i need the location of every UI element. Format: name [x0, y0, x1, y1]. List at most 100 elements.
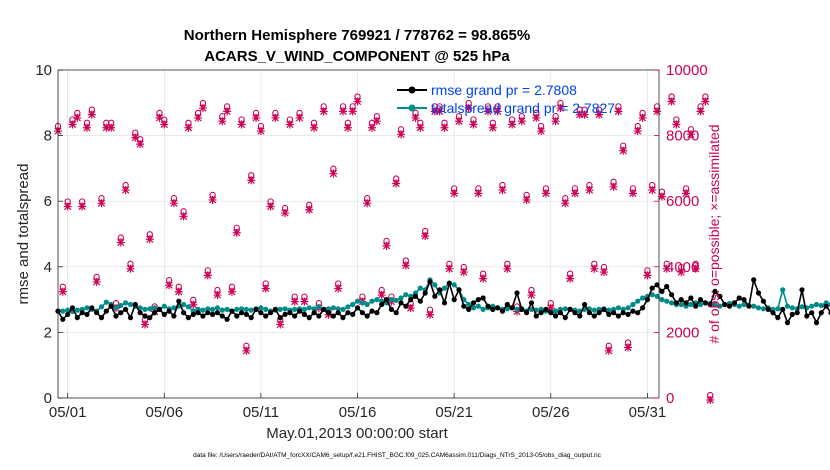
series-point-rmse [176, 298, 182, 304]
obs-assimilated-marker [454, 117, 463, 126]
series-point-totalspread [784, 303, 791, 309]
series-point-rmse [142, 313, 148, 319]
series-point-rmse [490, 306, 496, 312]
series-point-rmse [557, 310, 564, 316]
series-point-rmse [451, 297, 457, 303]
plot-area [58, 70, 659, 398]
obs-assimilated-marker [464, 104, 473, 113]
series-point-rmse [374, 310, 380, 316]
obs-assimilated-marker [416, 123, 425, 132]
series-point-totalspread [359, 300, 365, 306]
series-point-totalspread [350, 301, 356, 308]
series-point-rmse [253, 306, 259, 312]
series-point-totalspread [466, 301, 472, 308]
series-point-rmse [499, 308, 506, 314]
series-point-rmse [214, 310, 220, 316]
series-point-rmse [818, 310, 824, 316]
obs-assimilated-marker [483, 107, 492, 116]
obs-assimilated-marker [247, 176, 256, 185]
series-point-rmse [475, 297, 481, 303]
series-point-rmse [388, 306, 394, 312]
series-point-totalspread [678, 301, 684, 308]
series-point-rmse [664, 283, 670, 290]
obs-assimilated-marker [368, 123, 377, 132]
y-right-tick-label: 6000 [666, 193, 699, 210]
x-tick-label: 05/06 [146, 404, 184, 421]
series-point-totalspread [818, 302, 824, 309]
series-point-totalspread [717, 303, 723, 309]
series-point-totalspread [635, 298, 641, 304]
series-point-rmse [707, 301, 713, 308]
series-point-totalspread [282, 306, 288, 312]
x-axis-label: May.01,2013 00:00:00 start [266, 425, 448, 442]
series-point-rmse [615, 313, 622, 319]
obs-assimilated-marker [271, 113, 280, 122]
obs-assimilated-marker [633, 127, 642, 136]
obs-assimilated-marker [672, 120, 681, 129]
series-point-rmse [654, 282, 660, 288]
series-point-rmse [103, 308, 109, 314]
series-point-totalspread [123, 300, 129, 306]
obs-assimilated-marker [281, 209, 290, 218]
series-point-rmse [596, 310, 602, 316]
series-point-rmse [311, 310, 317, 316]
series-point-totalspread [659, 297, 665, 303]
obs-assimilated-marker [169, 199, 178, 208]
obs-assimilated-marker [92, 277, 101, 286]
series-point-totalspread [688, 301, 694, 308]
obs-assimilated-marker [440, 123, 449, 132]
series-point-rmse [147, 315, 153, 321]
series-point-rmse [553, 313, 559, 319]
series-point-totalspread [118, 302, 124, 309]
series-point-rmse [775, 315, 781, 321]
series-point-rmse [582, 301, 588, 308]
series-point-rmse [659, 288, 665, 294]
series-point-rmse [731, 300, 738, 306]
series-point-rmse [239, 310, 245, 316]
obs-assimilated-marker [97, 199, 106, 208]
plot-frame [57, 69, 660, 399]
series-point-totalspread [292, 306, 298, 312]
obs-assimilated-marker [184, 123, 193, 132]
series-point-rmse [398, 300, 404, 306]
series-point-totalspread [741, 301, 747, 308]
series-point-totalspread [615, 305, 622, 311]
left-axis: 0 2 4 6 8 10 [35, 62, 63, 407]
series-point-rmse [297, 308, 303, 314]
series-point-rmse [224, 316, 230, 322]
series-point-totalspread [340, 306, 346, 312]
series-point-rmse [369, 308, 375, 314]
series-point-rmse [60, 316, 66, 322]
obs-assimilated-marker [426, 310, 435, 319]
series-point-totalspread [330, 305, 336, 311]
series-point-rmse [683, 300, 689, 306]
series-point-rmse [717, 293, 723, 299]
series-point-rmse [780, 306, 786, 312]
series-point-rmse [765, 306, 771, 312]
series-point-rmse [118, 310, 124, 316]
series-point-totalspread [243, 306, 249, 312]
series-point-rmse [287, 310, 293, 316]
series-point-totalspread [258, 305, 264, 311]
obs-assimilated-marker [503, 264, 512, 273]
obs-assimilated-marker [537, 127, 546, 136]
series-point-totalspread [780, 287, 786, 293]
series-point-rmse [630, 308, 636, 314]
series-point-rmse [123, 306, 129, 312]
series-point-rmse [688, 295, 694, 301]
obs-assimilated-marker [469, 120, 478, 129]
series-point-rmse [243, 311, 249, 317]
series-point-totalspread [625, 305, 631, 311]
series-point-rmse [548, 310, 554, 316]
series-point-totalspread [98, 304, 105, 310]
obs-assimilated-marker [561, 199, 570, 208]
series-point-rmse [94, 310, 100, 316]
obs-assimilated-marker [242, 346, 251, 355]
obs-assimilated-marker [256, 127, 265, 136]
obs-assimilated-marker [411, 113, 420, 122]
series-point-rmse [702, 300, 709, 306]
obs-assimilated-marker [232, 228, 241, 237]
series-point-totalspread [210, 306, 216, 312]
series-point-totalspread [354, 298, 361, 304]
series-point-rmse [794, 310, 800, 316]
